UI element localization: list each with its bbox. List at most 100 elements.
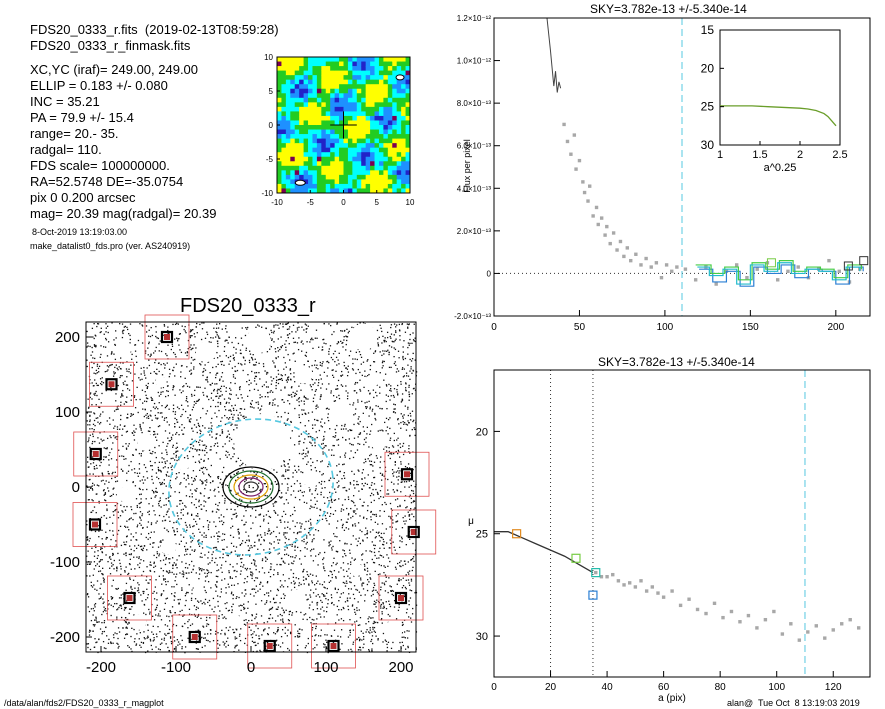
noise-pixel (330, 571, 331, 572)
noise-pixel (320, 394, 321, 395)
noise-pixel (316, 508, 317, 509)
noise-pixel (176, 567, 177, 568)
noise-pixel (376, 610, 377, 611)
noise-pixel (199, 532, 200, 533)
noise-pixel (246, 458, 247, 459)
noise-pixel (222, 557, 223, 558)
noise-pixel (208, 529, 209, 530)
noise-pixel (102, 473, 103, 474)
noise-pixel (234, 570, 235, 571)
noise-pixel (324, 511, 325, 512)
noise-pixel (209, 372, 210, 373)
contour-cell (321, 62, 326, 67)
noise-pixel (131, 589, 132, 590)
noise-pixel (210, 337, 211, 338)
noise-pixel (247, 622, 248, 623)
contour-cell (379, 188, 384, 193)
noise-pixel (222, 329, 223, 330)
contour-cell (339, 98, 344, 103)
noise-pixel (151, 327, 152, 328)
noise-pixel (94, 358, 95, 359)
noise-pixel (228, 555, 229, 556)
noise-pixel (413, 469, 414, 470)
noise-pixel (93, 575, 94, 576)
noise-pixel (325, 587, 326, 588)
noise-pixel (156, 557, 157, 558)
noise-pixel (109, 365, 110, 366)
noise-pixel (166, 643, 167, 644)
contour-cell (281, 152, 286, 157)
noise-pixel (350, 351, 351, 352)
noise-pixel (265, 333, 266, 334)
noise-pixel (393, 475, 394, 476)
noise-pixel (152, 616, 153, 617)
noise-pixel (152, 469, 153, 470)
noise-pixel (350, 582, 351, 583)
noise-pixel (118, 627, 119, 628)
noise-pixel (273, 632, 274, 633)
noise-pixel (357, 359, 358, 360)
noise-pixel (297, 547, 298, 548)
noise-pixel (128, 622, 129, 623)
noise-pixel (118, 511, 119, 512)
noise-pixel (166, 454, 167, 455)
noise-pixel (307, 619, 308, 620)
noise-pixel (123, 488, 124, 489)
noise-pixel (306, 431, 307, 432)
noise-pixel (414, 429, 415, 430)
noise-pixel (273, 645, 274, 646)
noise-pixel (280, 439, 281, 440)
noise-pixel (251, 589, 252, 590)
noise-pixel (166, 504, 167, 505)
noise-pixel (103, 490, 104, 491)
noise-pixel (265, 427, 266, 428)
noise-pixel (277, 589, 278, 590)
noise-pixel (108, 459, 109, 460)
noise-pixel (97, 422, 98, 423)
noise-pixel (144, 401, 145, 402)
noise-pixel (354, 598, 355, 599)
noise-pixel (197, 513, 198, 514)
contour-cell (299, 111, 304, 116)
noise-pixel (317, 406, 318, 407)
noise-pixel (312, 648, 313, 649)
noise-pixel (406, 373, 407, 374)
noise-pixel (343, 362, 344, 363)
noise-pixel (393, 471, 394, 472)
noise-pixel (394, 433, 395, 434)
noise-pixel (100, 547, 101, 548)
noise-pixel (174, 395, 175, 396)
noise-pixel (323, 453, 324, 454)
noise-pixel (394, 547, 395, 548)
noise-pixel (191, 598, 192, 599)
contour-cell (335, 130, 340, 135)
noise-pixel (232, 578, 233, 579)
noise-pixel (168, 497, 169, 498)
noise-pixel (206, 569, 207, 570)
noise-pixel (172, 565, 173, 566)
noise-pixel (173, 445, 174, 446)
noise-pixel (174, 640, 175, 641)
contour-cell (317, 166, 322, 171)
contour-cell (366, 166, 371, 171)
noise-pixel (280, 580, 281, 581)
noise-pixel (124, 620, 125, 621)
noise-pixel (181, 365, 182, 366)
noise-pixel (99, 598, 100, 599)
noise-pixel (356, 621, 357, 622)
noise-pixel (186, 383, 187, 384)
noise-pixel (255, 376, 256, 377)
contour-cell (295, 107, 300, 112)
noise-pixel (395, 361, 396, 362)
noise-pixel (182, 626, 183, 627)
noise-pixel (314, 419, 315, 420)
contour-cell (397, 175, 402, 180)
noise-pixel (107, 561, 108, 562)
noise-pixel (190, 418, 191, 419)
noise-pixel (226, 403, 227, 404)
contour-cell (326, 120, 331, 125)
contour-cell (348, 188, 353, 193)
contour-cell (370, 120, 375, 125)
contour-cell (290, 184, 295, 189)
contour-cell (326, 93, 331, 98)
